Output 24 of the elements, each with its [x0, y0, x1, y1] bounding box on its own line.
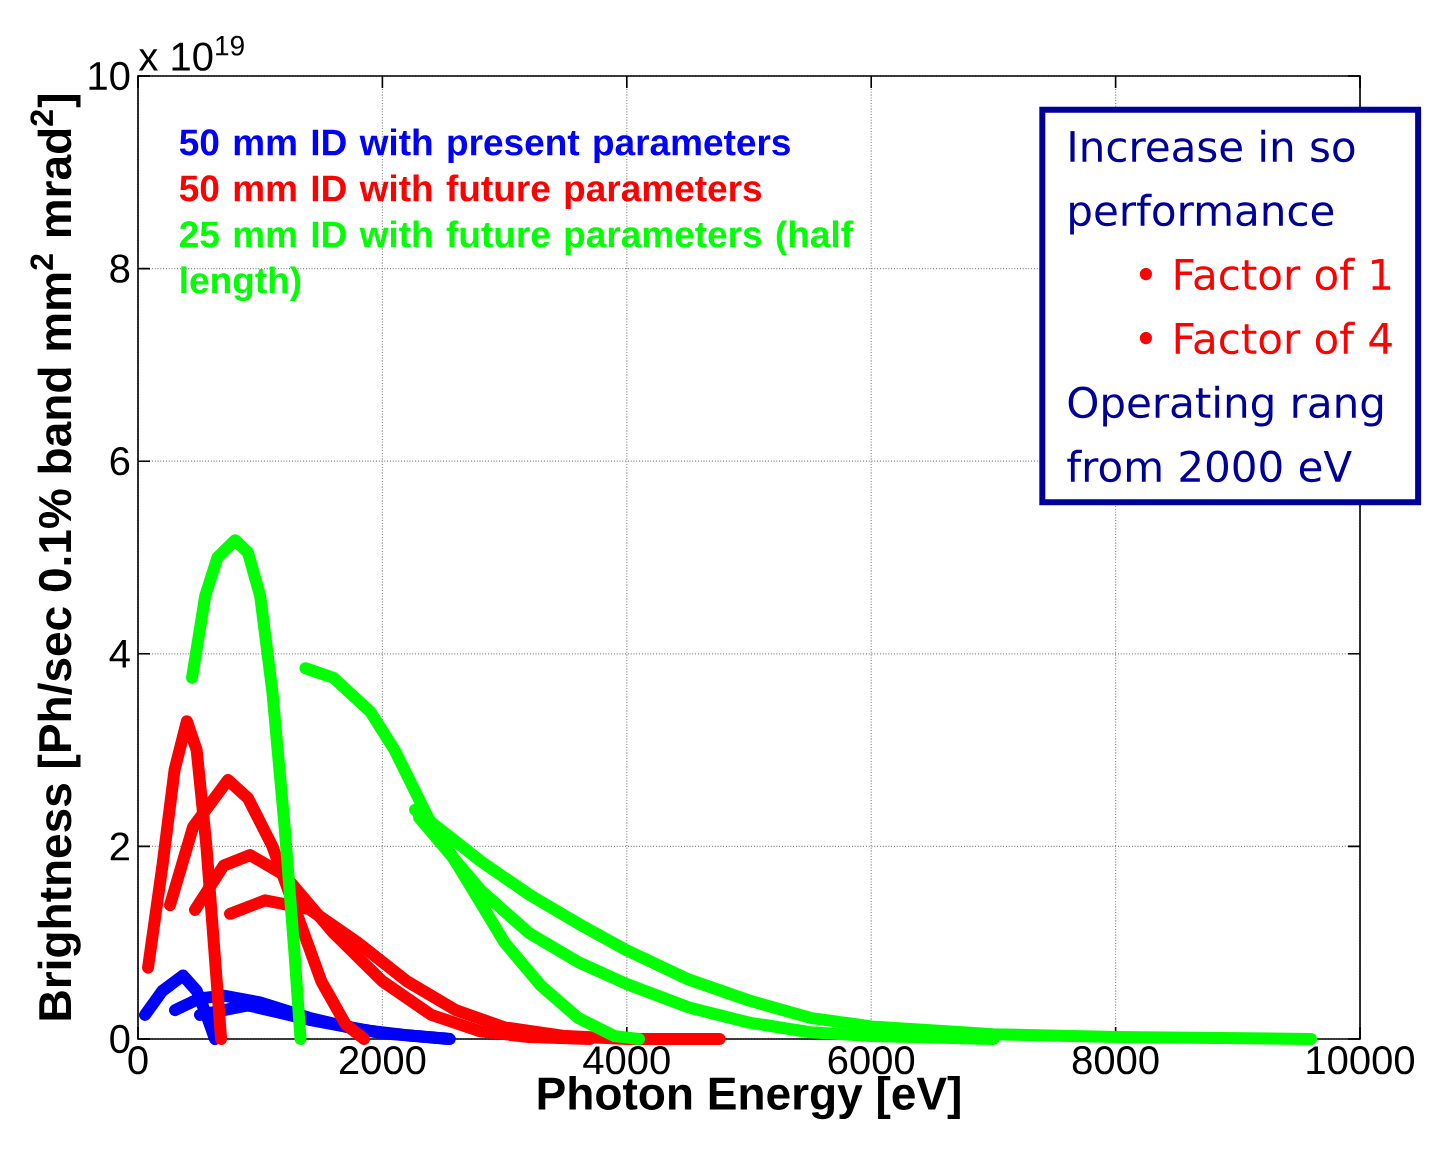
x-tick-label: 8000 — [1072, 1046, 1159, 1075]
y-tick-label: 8 — [110, 254, 130, 283]
text: 50 mm ID with present parameters — [179, 128, 790, 163]
annotation: • Factor of 4 — [1139, 321, 1392, 355]
y-tick-label: 4 — [109, 640, 130, 668]
text: 25 mm ID with future parameters (half length) — [180, 220, 854, 302]
x-tick-label: 6000 — [828, 1046, 915, 1075]
annotation: from 2000 eV — [1067, 449, 1352, 483]
y-tick-label: 2 — [110, 832, 129, 861]
x-tick-label: 2000 — [339, 1046, 426, 1075]
y-axis-title: Brightness [Ph/sec 0.1% band mm$^{2}$ mrad$^{2}$] — [30, 95, 81, 1020]
annotation: Operating rang — [1068, 385, 1383, 427]
annotation: • Factor of 1 — [1139, 257, 1391, 291]
text: x 10$^{19}$ — [138, 35, 244, 71]
y-tick-label: 6 — [110, 447, 130, 476]
text: 50 mm ID with future parameters — [179, 174, 762, 209]
x-tick-label: 4000 — [583, 1046, 670, 1075]
x-axis-title: Photon Energy [eV] — [538, 1076, 960, 1120]
y-tick-label: 10 — [89, 61, 130, 91]
x-tick-label: 10000 — [1307, 1046, 1415, 1075]
x-tick-label: 0 — [128, 1046, 148, 1075]
annotation: performance — [1070, 193, 1334, 235]
annotation: Increase in so — [1070, 129, 1355, 163]
y-tick-label: 0 — [110, 1024, 130, 1054]
